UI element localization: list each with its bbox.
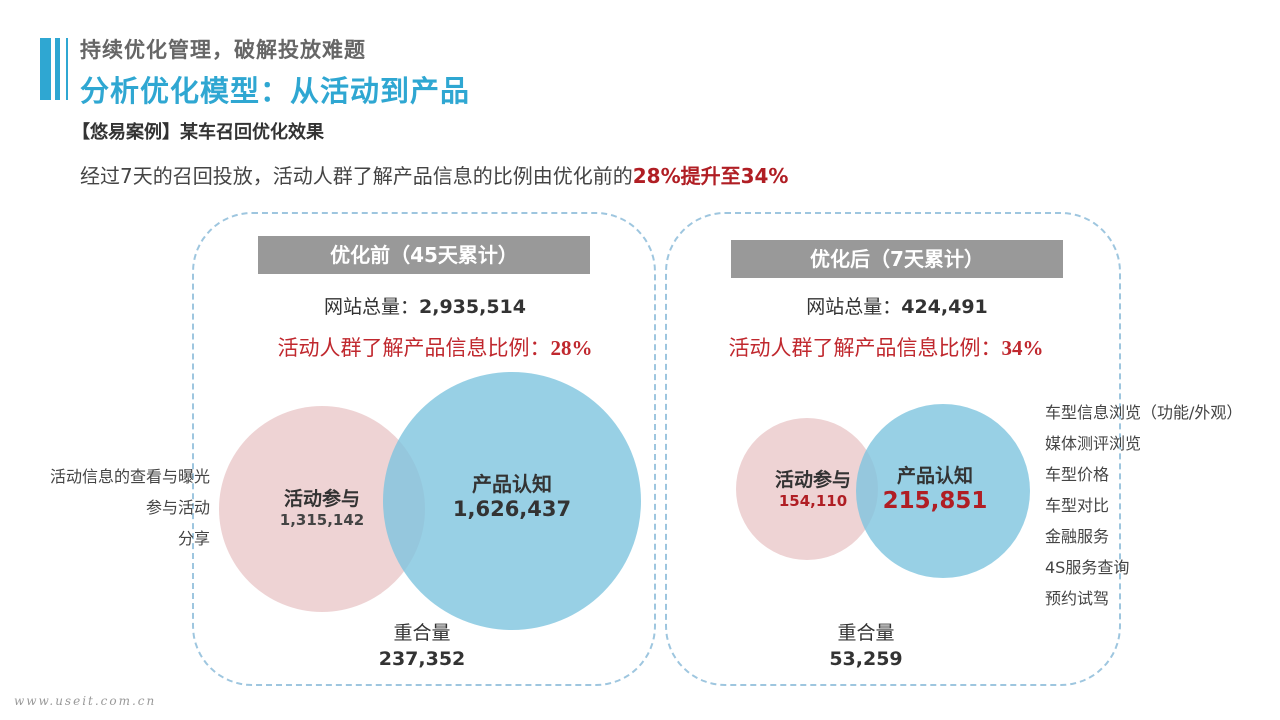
after-ratio-value: 34%	[1001, 336, 1044, 360]
before-activity-label: 活动参与	[283, 488, 360, 510]
after-product-item: 车型信息浏览（功能/外观）	[1045, 403, 1243, 422]
after-product-item: 车型对比	[1045, 496, 1110, 515]
before-product-text: 产品认知 1,626,437	[442, 468, 582, 521]
after-product-item: 4S服务查询	[1045, 558, 1130, 577]
before-activity-item: 活动信息的查看与曝光	[49, 467, 210, 486]
page-title: 分析优化模型：从活动到产品	[80, 74, 471, 108]
before-activity-item: 参与活动	[145, 498, 210, 517]
title-accent-bar	[66, 38, 68, 100]
before-ratio: 活动人群了解产品信息比例：28%	[235, 332, 635, 362]
after-product-label: 产品认知	[896, 465, 973, 487]
before-overlap-label: 重合量	[393, 622, 451, 644]
before-site-label: 网站总量：	[324, 296, 420, 318]
before-activity-list: 活动信息的查看与曝光 参与活动 分享	[8, 461, 210, 554]
after-activity-text: 活动参与 154,110	[758, 465, 868, 510]
panel-before	[192, 212, 656, 686]
after-product-circle	[856, 404, 1030, 578]
before-site-total: 网站总量：2,935,514	[250, 292, 600, 319]
before-overlap: 重合量 237,352	[362, 620, 482, 672]
before-site-value: 2,935,514	[419, 296, 526, 318]
after-product-value: 215,851	[882, 488, 988, 514]
after-site-value: 424,491	[901, 296, 988, 318]
summary-prefix: 经过7天的召回投放，活动人群了解产品信息的比例由优化前的	[80, 164, 633, 188]
after-activity-label: 活动参与	[774, 469, 851, 491]
after-ratio-label: 活动人群了解产品信息比例：	[728, 336, 1002, 360]
before-overlap-value: 237,352	[378, 648, 466, 670]
case-title: 【悠易案例】某车召回优化效果	[72, 122, 324, 143]
after-site-total: 网站总量：424,491	[722, 292, 1072, 319]
after-overlap-value: 53,259	[829, 648, 903, 670]
after-product-item: 预约试驾	[1045, 589, 1110, 608]
after-ratio: 活动人群了解产品信息比例：34%	[686, 332, 1086, 362]
after-overlap-label: 重合量	[837, 622, 895, 644]
after-product-item: 媒体测评浏览	[1045, 434, 1142, 453]
after-product-text: 产品认知 215,851	[873, 461, 997, 514]
after-product-item: 车型价格	[1045, 465, 1110, 484]
before-product-label: 产品认知	[472, 472, 552, 496]
after-product-list: 车型信息浏览（功能/外观） 媒体测评浏览 车型价格 车型对比 金融服务 4S服务…	[1045, 397, 1277, 614]
summary-text: 经过7天的召回投放，活动人群了解产品信息的比例由优化前的28%提升至34%	[80, 160, 788, 189]
summary-highlight: 28%提升至34%	[632, 164, 789, 188]
page-subtitle: 持续优化管理，破解投放难题	[80, 38, 366, 62]
after-site-label: 网站总量：	[806, 296, 902, 318]
before-activity-text: 活动参与 1,315,142	[262, 484, 382, 529]
before-activity-value: 1,315,142	[279, 511, 365, 529]
before-product-value: 1,626,437	[452, 497, 572, 521]
title-accent-bar	[55, 38, 60, 100]
before-ratio-label: 活动人群了解产品信息比例：	[277, 336, 551, 360]
after-activity-value: 154,110	[778, 492, 848, 510]
before-activity-circle	[219, 406, 425, 612]
before-header: 优化前（45天累计）	[258, 236, 590, 274]
panel-after	[665, 212, 1121, 686]
watermark: www.useit.com.cn	[14, 694, 157, 708]
title-accent-bar	[40, 38, 51, 100]
after-activity-circle	[736, 418, 878, 560]
after-overlap: 重合量 53,259	[806, 620, 926, 672]
after-product-item: 金融服务	[1045, 527, 1110, 546]
before-product-circle	[383, 372, 641, 630]
before-ratio-value: 28%	[550, 336, 593, 360]
after-header: 优化后（7天累计）	[731, 240, 1063, 278]
before-activity-item: 分享	[177, 529, 210, 548]
